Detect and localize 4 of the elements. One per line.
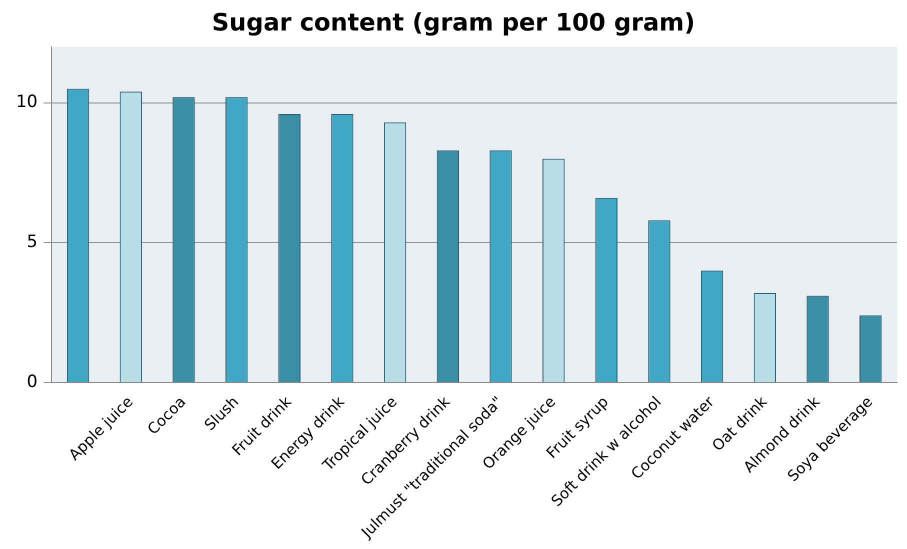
y-tick-label: 0 <box>26 372 38 392</box>
y-tick-label: 10 <box>16 92 38 112</box>
chart-title: Sugar content (gram per 100 gram) <box>212 8 696 37</box>
y-tick-label: 5 <box>26 232 38 252</box>
